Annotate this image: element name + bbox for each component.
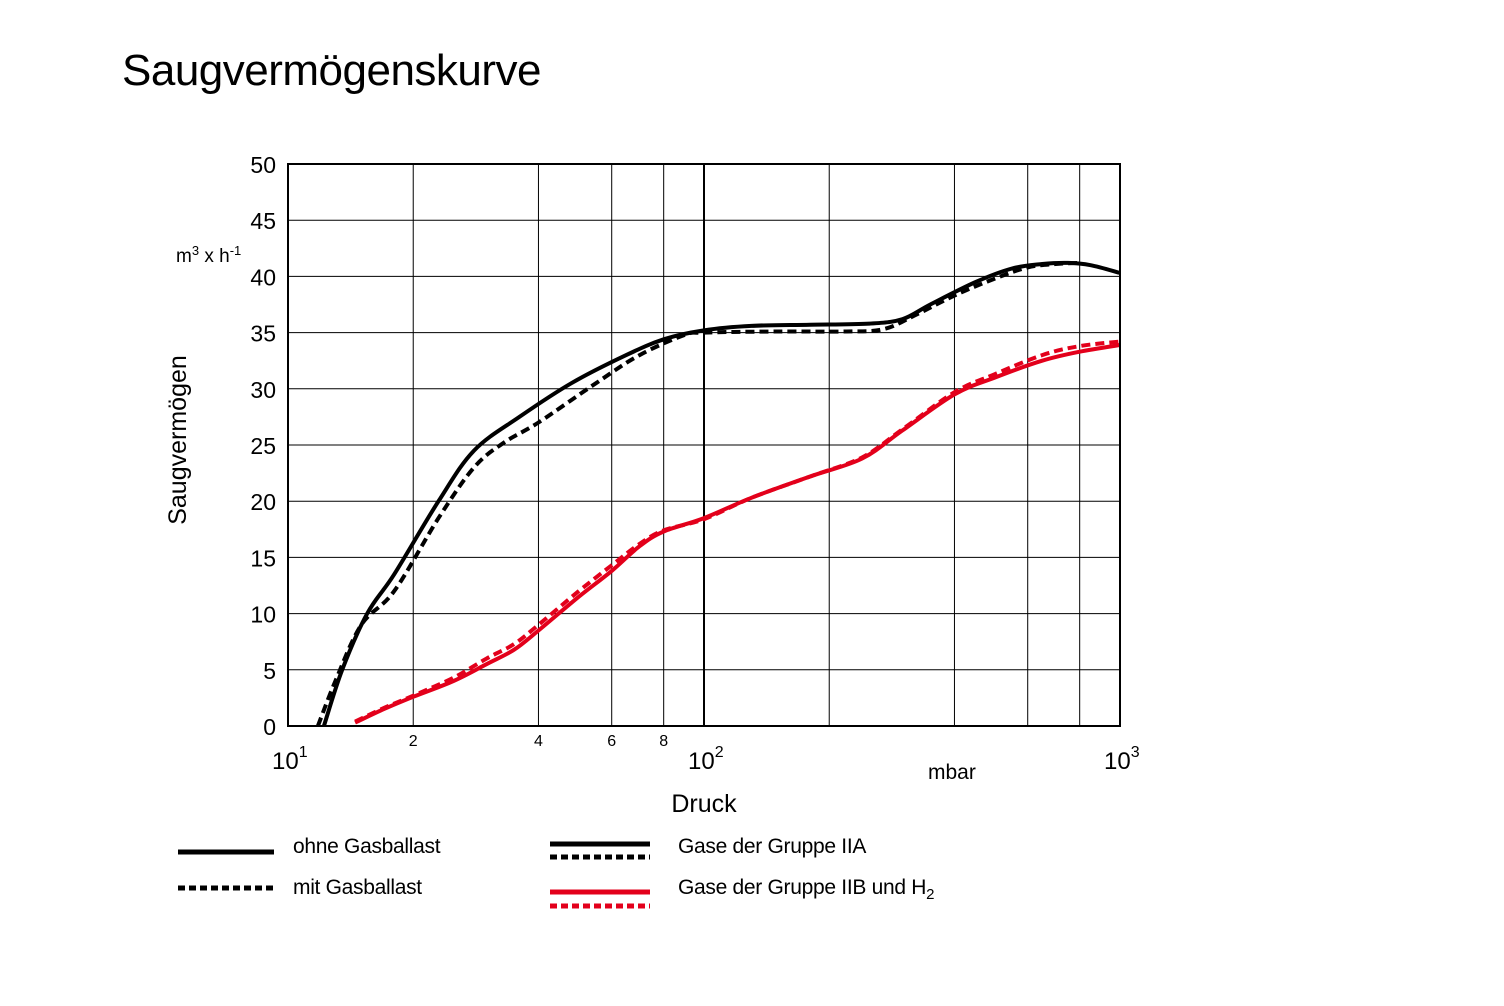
legend	[178, 841, 650, 909]
series-lines	[316, 260, 1121, 727]
legend-label-mit-gasballast: mit Gasballast	[293, 876, 422, 899]
x-minor-tick-label: 4	[534, 733, 543, 750]
y-tick-label: 20	[250, 489, 276, 515]
y-tick-label: 45	[250, 208, 276, 234]
y-tick-label: 40	[250, 264, 276, 290]
legend-label-ohne-gasballast: ohne Gasballast	[293, 835, 441, 858]
y-axis-unit: m3 x h-1	[176, 243, 241, 267]
x-minor-tick-label: 6	[607, 733, 616, 750]
x-minor-tick-label: 2	[409, 733, 418, 750]
x-tick-exponent: 1	[299, 744, 308, 761]
x-minor-tick-label: 8	[659, 733, 668, 750]
y-tick-label: 25	[250, 433, 276, 459]
series-line-solid-red	[354, 343, 1121, 725]
y-unit-base: m	[176, 246, 192, 267]
x-major-tick-label: 102	[688, 744, 724, 775]
x-tick-base: 10	[1104, 748, 1131, 775]
x-axis-label: Druck	[671, 790, 737, 818]
grid-lines	[288, 163, 1120, 727]
y-tick-label: 50	[250, 152, 276, 178]
x-major-tick-label: 101	[272, 744, 308, 775]
legend-label-group-iib: Gase der Gruppe IIB und H2	[678, 876, 934, 903]
legend-label-group-iib-text: Gase der Gruppe IIB und H	[678, 876, 927, 899]
y-axis-label: Saugvermögen	[164, 355, 192, 525]
y-tick-label: 5	[263, 658, 276, 684]
x-tick-base: 10	[272, 748, 299, 775]
y-tick-label: 0	[263, 714, 276, 740]
x-major-tick-label: 103	[1104, 744, 1140, 775]
series-line-dashed-red	[354, 339, 1121, 724]
y-tick-label: 10	[250, 602, 276, 628]
x-tick-exponent: 2	[715, 744, 724, 761]
x-tick-exponent: 3	[1131, 744, 1140, 761]
y-unit-sup1: 3	[192, 243, 199, 258]
y-tick-label: 30	[250, 377, 276, 403]
series-line-dashed-black	[316, 260, 1080, 727]
legend-label-group-iib-subscript: 2	[926, 886, 935, 904]
legend-label-group-iia: Gase der Gruppe IIA	[678, 835, 867, 858]
x-tick-base: 10	[688, 748, 715, 775]
y-unit-mid: x h	[199, 246, 230, 267]
y-tick-label: 15	[250, 545, 276, 571]
plot-frame	[287, 163, 1121, 727]
page-title: Saugvermögenskurve	[122, 46, 542, 95]
y-tick-label: 35	[250, 321, 276, 347]
y-unit-sup2: -1	[230, 243, 242, 258]
x-axis-unit: mbar	[928, 761, 976, 784]
